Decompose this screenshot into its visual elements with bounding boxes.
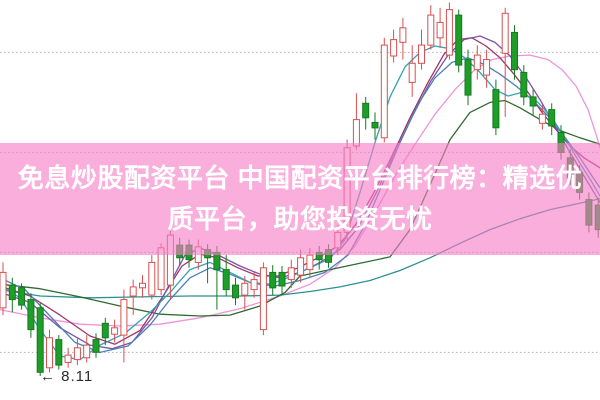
candle-body <box>464 59 472 96</box>
candle-body <box>8 284 16 301</box>
ma-line-ma-green <box>0 99 600 317</box>
candle-body <box>120 299 128 336</box>
candle-body <box>241 282 249 296</box>
candle-body <box>297 257 305 276</box>
candle-body <box>287 267 295 281</box>
candle-body <box>269 271 277 289</box>
candle-body <box>64 354 72 363</box>
candle-body <box>18 287 26 306</box>
candle-body <box>501 12 509 54</box>
candle-body <box>492 89 500 129</box>
candle-body <box>371 121 379 129</box>
promo-banner: 免息炒股配资平台 中国配资平台排行榜：精选优 质平台，助您投资无忧 <box>0 143 600 255</box>
candle-body <box>511 31 518 71</box>
banner-line-1: 免息炒股配资平台 中国配资平台排行榜：精选优 <box>17 163 583 193</box>
candle-body <box>73 347 81 361</box>
candle-body <box>46 337 53 369</box>
candle-body <box>548 109 556 127</box>
candle-body <box>380 44 388 139</box>
candle-body <box>27 299 35 331</box>
candle-body <box>399 27 407 43</box>
candle-body <box>390 39 398 57</box>
candle-body <box>222 269 230 291</box>
candle-body <box>436 21 444 39</box>
candle-body <box>129 286 137 297</box>
candle-body <box>408 62 416 83</box>
candle-body <box>259 267 267 331</box>
low-price-annotation: ← 8.11 <box>40 368 94 385</box>
candle-body <box>418 44 425 64</box>
candle-body <box>362 102 370 119</box>
candle-body <box>92 339 100 353</box>
candle-body <box>101 322 109 339</box>
candle-body <box>473 54 481 71</box>
candle-body <box>250 279 258 291</box>
candle-body <box>55 339 63 366</box>
candle-body <box>111 327 119 335</box>
candle-body <box>455 14 463 66</box>
candle-body <box>139 282 146 289</box>
candle-body <box>0 271 7 309</box>
candle-body <box>529 96 537 107</box>
candle-body <box>148 261 156 296</box>
banner-line-2: 质平台，助您投资无忧 <box>167 204 433 234</box>
candle-body <box>278 271 286 287</box>
candle-body <box>427 14 435 46</box>
candle-body <box>232 284 239 299</box>
candle-body <box>306 254 314 271</box>
candle-body <box>538 113 546 124</box>
candle-body <box>36 307 44 373</box>
candle-body <box>83 344 91 359</box>
candle-body <box>520 71 528 98</box>
candle-body <box>483 59 491 76</box>
candle-body <box>445 9 453 56</box>
